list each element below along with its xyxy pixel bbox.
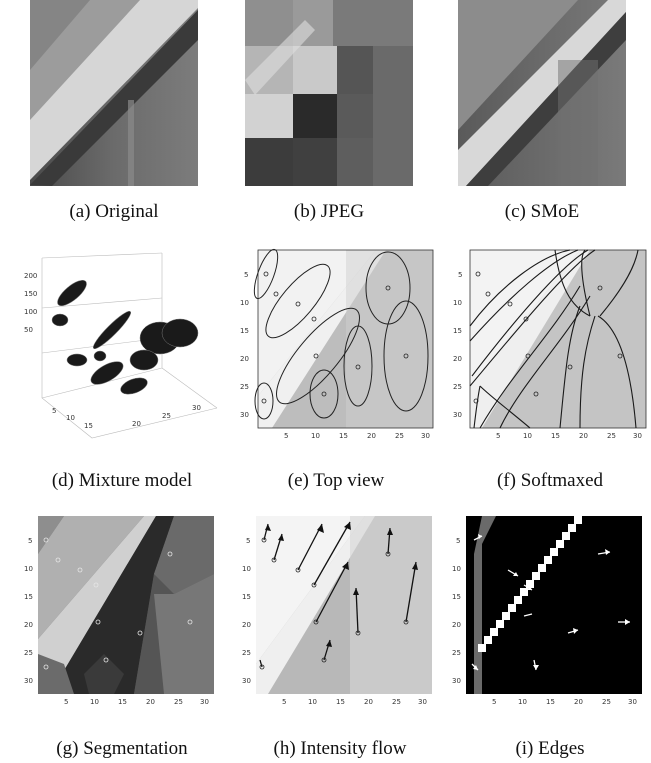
y-tick: 10 [240,299,249,307]
svg-text:150: 150 [24,290,37,298]
x-tick: 15 [339,432,348,440]
svg-text:15: 15 [551,432,560,440]
svg-text:20: 20 [364,698,373,706]
svg-text:15: 15 [546,698,555,706]
svg-text:5: 5 [28,537,32,545]
svg-text:5: 5 [64,698,68,706]
y-tick: 25 [240,383,249,391]
svg-text:15: 15 [24,593,33,601]
caption-f: (f) Softmaxed [496,470,604,491]
svg-text:20: 20 [132,420,141,428]
softmaxed-plot: 5 10 15 20 25 30 5 10 15 20 25 30 [453,249,647,440]
svg-text:100: 100 [24,308,37,316]
svg-text:20: 20 [579,432,588,440]
svg-text:15: 15 [84,422,93,430]
smoe-image [458,0,626,186]
svg-text:15: 15 [453,327,462,335]
svg-text:10: 10 [24,565,33,573]
svg-text:15: 15 [118,698,127,706]
svg-text:10: 10 [90,698,99,706]
panel-jpeg [245,0,413,186]
intensity-flow-plot: 5 10 15 20 25 30 5 10 15 20 25 30 [242,516,432,706]
x-tick: 5 [284,432,288,440]
svg-text:25: 25 [242,649,251,657]
svg-text:30: 30 [453,411,462,419]
svg-text:5: 5 [492,698,496,706]
svg-text:5: 5 [246,537,250,545]
edges-plot: 5 10 15 20 25 30 5 10 15 20 25 30 [452,516,642,706]
svg-text:25: 25 [24,649,33,657]
svg-text:30: 30 [200,698,209,706]
y-tick: 15 [240,327,249,335]
svg-text:5: 5 [496,432,500,440]
svg-text:5: 5 [456,537,460,545]
svg-text:30: 30 [24,677,33,685]
panel-segmentation: 5 10 15 20 25 30 5 10 15 20 25 30 [24,514,220,710]
svg-text:30: 30 [633,432,642,440]
panel-top-view: 5 10 15 20 25 30 5 10 15 20 25 30 [236,246,436,446]
x-tick: 10 [311,432,320,440]
caption-g: (g) Segmentation [56,738,188,759]
svg-text:15: 15 [242,593,251,601]
svg-text:10: 10 [242,565,251,573]
svg-text:20: 20 [453,355,462,363]
segmentation-plot: 5 10 15 20 25 30 5 10 15 20 25 30 [24,516,214,706]
svg-text:25: 25 [602,698,611,706]
svg-text:10: 10 [308,698,317,706]
svg-text:25: 25 [453,383,462,391]
caption-d: (d) Mixture model [51,470,193,491]
svg-text:200: 200 [24,272,37,280]
svg-text:10: 10 [453,299,462,307]
caption-e: (e) Top view [287,470,385,491]
svg-text:10: 10 [452,565,461,573]
svg-text:25: 25 [452,649,461,657]
svg-text:25: 25 [162,412,171,420]
caption-b: (b) JPEG [293,201,365,222]
svg-text:5: 5 [458,271,462,279]
svg-text:30: 30 [242,677,251,685]
svg-text:25: 25 [607,432,616,440]
panel-intensity-flow: 5 10 15 20 25 30 5 10 15 20 25 30 [240,514,440,710]
svg-text:50: 50 [24,326,33,334]
panel-mixture-model: 200 150 100 50 5 10 15 20 25 30 [22,248,222,444]
svg-text:30: 30 [628,698,637,706]
caption-a: (a) Original [69,201,159,222]
svg-text:25: 25 [174,698,183,706]
top-view-plot: 5 10 15 20 25 30 5 10 15 20 25 30 [240,248,434,440]
mixture-model-3d: 200 150 100 50 5 10 15 20 25 30 [24,252,218,439]
svg-text:30: 30 [192,404,201,412]
x-tick: 25 [395,432,404,440]
svg-text:25: 25 [392,698,401,706]
caption-c: (c) SMoE [504,201,580,222]
x-tick: 20 [367,432,376,440]
x-tick: 30 [421,432,430,440]
svg-text:20: 20 [574,698,583,706]
y-tick: 20 [240,355,249,363]
caption-i: (i) Edges [515,738,585,759]
svg-text:10: 10 [66,414,75,422]
svg-text:10: 10 [518,698,527,706]
y-tick: 30 [240,411,249,419]
svg-text:30: 30 [452,677,461,685]
svg-text:15: 15 [452,593,461,601]
y-tick: 5 [244,271,248,279]
caption-h: (h) Intensity flow [273,738,407,759]
svg-text:10: 10 [523,432,532,440]
svg-text:5: 5 [52,407,56,415]
svg-text:15: 15 [336,698,345,706]
svg-text:20: 20 [24,621,33,629]
original-image [30,0,198,186]
panel-edges: 5 10 15 20 25 30 5 10 15 20 25 30 [452,514,648,710]
svg-text:20: 20 [146,698,155,706]
svg-text:20: 20 [242,621,251,629]
jpeg-image [245,0,413,186]
svg-text:20: 20 [452,621,461,629]
svg-text:30: 30 [418,698,427,706]
svg-text:5: 5 [282,698,286,706]
panel-softmaxed: 5 10 15 20 25 30 5 10 15 20 25 30 [450,246,650,446]
panel-smoe [458,0,626,186]
panel-original [30,0,198,186]
